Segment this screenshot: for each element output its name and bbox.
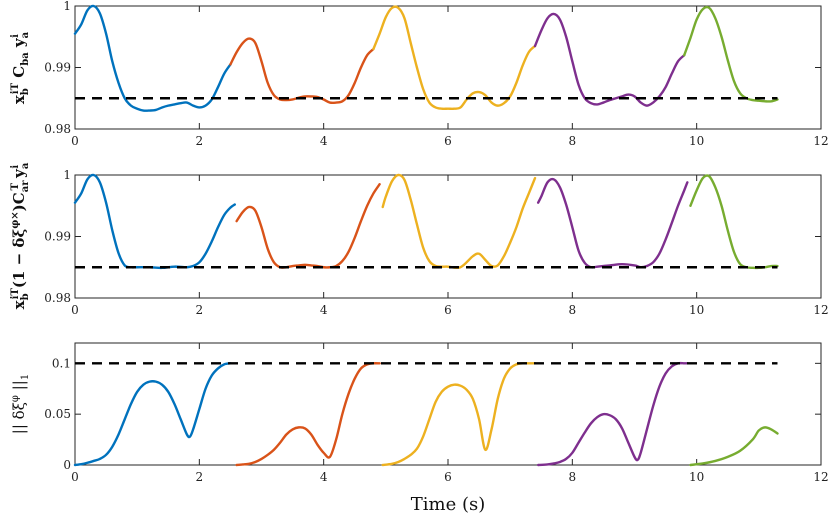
top-axes-ticks: 0 2 4 6 8 10 12 0.98 0.99 1 <box>44 0 828 148</box>
x-tick-label: 0 <box>71 134 79 148</box>
y-tick-label: 0.99 <box>44 61 71 75</box>
x-tick-label: 10 <box>689 134 704 148</box>
x-tick-label: 2 <box>196 470 204 484</box>
x-tick-label: 8 <box>569 470 577 484</box>
y-tick-label: 0 <box>63 458 71 472</box>
middle-axes-frame <box>74 174 822 299</box>
x-tick-label: 8 <box>569 134 577 148</box>
x-tick-label: 6 <box>444 134 452 148</box>
bottom-axes-lines <box>73 361 779 467</box>
series-line-4 <box>536 177 689 269</box>
x-axis-label: Time (s) <box>411 494 486 515</box>
bottom-axes-frame <box>74 342 822 466</box>
x-tick-label: 12 <box>813 134 828 148</box>
x-tick-label: 6 <box>444 303 452 317</box>
series-line-3 <box>381 362 537 467</box>
y-tick-label: 0.98 <box>44 291 71 305</box>
x-tick-label: 12 <box>813 470 828 484</box>
y-tick-label: 0.05 <box>44 407 71 421</box>
x-tick-label: 0 <box>71 470 79 484</box>
middle-axes-lines <box>73 173 779 270</box>
series-line-2 <box>229 37 375 105</box>
series-line-4 <box>536 361 689 467</box>
x-tick-label: 10 <box>689 303 704 317</box>
bottom-ylabel: || δξφ ||1 <box>10 374 31 434</box>
top-axes: 0 2 4 6 8 10 12 0.98 0.99 1 xbiT Cba yai <box>10 0 829 148</box>
x-tick-label: 4 <box>320 134 328 148</box>
bottom-axes: 0 2 4 6 8 10 12 0 0.05 0.1 || δξφ ||1 <box>10 342 829 484</box>
x-tick-label: 6 <box>444 470 452 484</box>
middle-axes-ticks: 0 2 4 6 8 10 12 0.98 0.99 1 <box>44 168 828 317</box>
x-tick-label: 12 <box>813 303 828 317</box>
x-tick-label: 2 <box>196 134 204 148</box>
x-tick-label: 8 <box>569 303 577 317</box>
bottom-axes-ticks: 0 2 4 6 8 10 12 0 0.05 0.1 <box>44 343 829 484</box>
top-axes-frame <box>74 5 822 130</box>
y-tick-label: 0.99 <box>44 230 71 244</box>
top-ylabel: xbiT Cba yai <box>10 31 31 104</box>
middle-ylabel: xbiT(1 − δξφ×)CarT yai <box>10 162 31 309</box>
x-tick-label: 2 <box>196 303 204 317</box>
series-line-4 <box>533 12 686 107</box>
series-line-1 <box>73 362 232 467</box>
top-axes-lines <box>73 4 779 112</box>
y-tick-label: 1 <box>63 0 71 13</box>
series-line-2 <box>235 362 381 467</box>
series-line-5 <box>683 5 779 103</box>
series-line-2 <box>235 183 381 269</box>
x-tick-label: 10 <box>689 470 704 484</box>
y-tick-label: 0.98 <box>44 122 71 136</box>
series-line-5 <box>689 426 779 467</box>
series-line-1 <box>73 4 232 112</box>
x-tick-label: 4 <box>320 470 328 484</box>
y-tick-label: 1 <box>63 168 71 182</box>
x-tick-label: 0 <box>71 303 79 317</box>
middle-axes: 0 2 4 6 8 10 12 0.98 0.99 1 xbiT(1 − δξφ×)CarT ya… <box>10 162 829 317</box>
y-tick-label: 0.1 <box>52 356 71 370</box>
x-tick-label: 4 <box>320 303 328 317</box>
